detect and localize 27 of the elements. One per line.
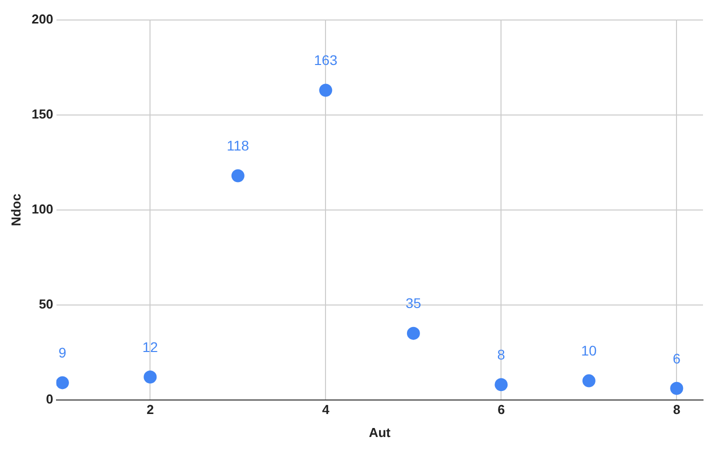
x-tick-label: 6 xyxy=(498,402,505,418)
data-label: 163 xyxy=(314,52,338,68)
y-tick-label: 150 xyxy=(32,106,54,122)
point xyxy=(582,374,596,388)
x-tick-label: 8 xyxy=(673,402,680,418)
point xyxy=(319,84,332,97)
data-label: 8 xyxy=(497,346,506,362)
point xyxy=(231,169,244,182)
y-axis-title: Ndoc xyxy=(8,194,24,226)
x-axis-title: Aut xyxy=(368,424,392,440)
y-tick-label: 50 xyxy=(38,296,54,312)
point xyxy=(144,370,157,384)
point xyxy=(670,382,684,395)
y-tick-label: 200 xyxy=(32,12,54,27)
data-label: 118 xyxy=(226,138,250,154)
data-label: 10 xyxy=(581,342,597,359)
x-tick-label: 4 xyxy=(322,402,330,418)
data-label: 12 xyxy=(142,338,158,355)
y-tick-label: 100 xyxy=(32,201,54,216)
data-label: 6 xyxy=(672,350,681,366)
y-tick-label: 0 xyxy=(46,391,54,406)
data-label: 35 xyxy=(406,295,422,312)
point xyxy=(56,376,69,390)
point xyxy=(406,326,420,340)
point xyxy=(494,378,508,392)
data-label: 9 xyxy=(58,344,67,361)
x-tick-label: 2 xyxy=(146,402,154,418)
